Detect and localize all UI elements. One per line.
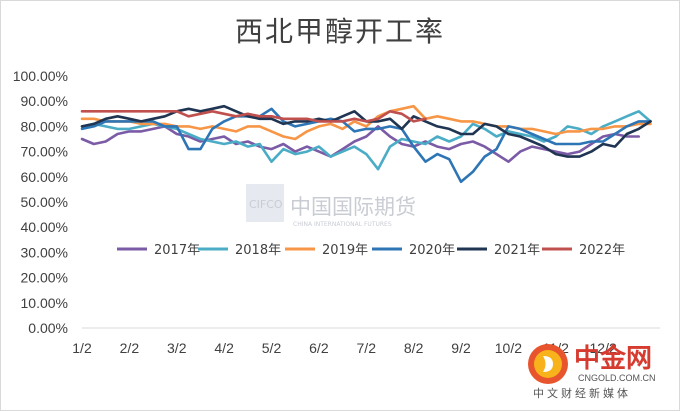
cngold-name: 中金网 [574,343,652,374]
x-axis: 1/22/23/24/25/26/27/28/29/210/211/212/2 [72,340,617,356]
y-tick-label: 50.00% [21,194,68,210]
cngold-branding: 中金网 CNGOLD.COM.CN 中文财经新媒体 [528,343,656,400]
x-tick-label: 6/2 [309,340,329,356]
y-tick-label: 80.00% [21,118,68,134]
y-tick-label: 90.00% [21,93,68,109]
x-tick-label: 8/2 [404,340,424,356]
y-tick-label: 20.00% [21,270,68,286]
x-tick-label: 1/2 [72,340,92,356]
chart-title: 西北甲醇开工率 [234,15,445,48]
y-tick-label: 30.00% [21,244,68,260]
y-tick-label: 10.00% [21,295,68,311]
x-tick-label: 2/2 [120,340,140,356]
x-tick-label: 12/2 [590,340,617,356]
watermark-logo-square [246,184,284,222]
legend-label: 2022年 [579,243,625,258]
legend: 2017年 2018年 2019年 2020年 2021年 2022年 [117,243,625,258]
legend-label: 2020年 [409,243,455,258]
y-tick-label: 60.00% [21,169,68,185]
watermark-subtext: CHINA INTERNATIONAL FUTURES [293,221,392,228]
y-tick-label: 100.00% [13,68,68,84]
series-line-5 [80,110,427,123]
legend-label: 2017年 [154,243,200,258]
x-tick-label: 5/2 [262,340,282,356]
series-lines [80,104,652,184]
y-tick-label: 70.00% [21,144,68,160]
legend-label: 2021年 [494,243,540,258]
x-tick-label: 10/2 [495,340,522,356]
x-tick-label: 9/2 [451,340,471,356]
watermark-text: 中国国际期货 [290,195,416,219]
cngold-site: CNGOLD.COM.CN [578,373,656,383]
watermark: CIFCO 中国国际期货 CHINA INTERNATIONAL FUTURES [246,184,416,228]
legend-label: 2019年 [322,243,368,258]
cngold-logo-mark [543,356,553,372]
legend-label: 2018年 [235,243,281,258]
watermark-logo-text: CIFCO [249,198,283,211]
y-tick-label: 40.00% [21,219,68,235]
cngold-tagline: 中文财经新媒体 [533,386,631,400]
series-line-3 [80,107,652,184]
x-tick-label: 4/2 [214,340,234,356]
x-tick-label: 3/2 [167,340,187,356]
y-tick-label: 0.00% [28,320,68,336]
x-tick-label: 7/2 [357,340,377,356]
series-line-0 [80,125,641,163]
y-axis: 0.00% 10.00% 20.00% 30.00% 40.00% 50.00% 60.00… [13,68,68,336]
